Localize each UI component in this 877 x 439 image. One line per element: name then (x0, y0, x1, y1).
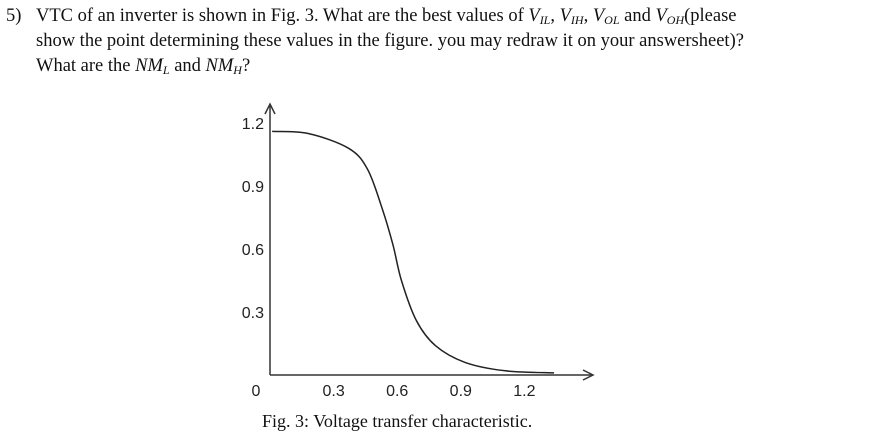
v-ol-sub: OL (604, 13, 620, 27)
question-line1-end: (please (684, 6, 737, 26)
nml-sub: L (162, 63, 170, 77)
line3-start: What are the (36, 56, 136, 76)
nmh-sub: H (233, 63, 242, 77)
question-mark: ? (241, 56, 251, 76)
y-tick-label: 0.9 (242, 179, 264, 196)
question-number: 5) (6, 6, 22, 26)
x-tick-label: 0.6 (386, 383, 408, 400)
nml: NM (135, 56, 163, 76)
v-il-sub: IL (539, 13, 551, 27)
x-tick-label: 0.9 (450, 383, 472, 400)
x-tick-label: 0.3 (322, 383, 344, 400)
v-oh: V (655, 6, 667, 26)
question-line1: VTC of an inverter is shown in Fig. 3. W… (36, 6, 529, 26)
question-text: 5) VTC of an inverter is shown in Fig. 3.… (6, 4, 866, 79)
and-text-2: and (169, 56, 206, 76)
v-ol: V (592, 6, 605, 26)
and-text: and (619, 6, 656, 26)
v-oh-sub: OH (666, 13, 685, 27)
figure-caption: Fig. 3: Voltage transfer characteristic. (262, 411, 533, 431)
axes (264, 102, 595, 381)
y-axis-arrow (264, 102, 276, 115)
x-tick-label: 1.2 (513, 383, 535, 400)
question-line2: show the point determining these values … (36, 31, 744, 51)
nmh: NM (205, 56, 234, 76)
x-axis-arrow (582, 369, 595, 381)
y-tick-label: 1.2 (242, 116, 264, 133)
y-tick-label: 0.3 (242, 305, 264, 322)
x-tick-label: 0 (252, 383, 261, 400)
vtc-curve (272, 130, 555, 374)
y-tick-label: 0.6 (242, 242, 264, 259)
question-line3: What are the NML and NMH? (6, 54, 866, 79)
v-il: V (528, 6, 540, 26)
v-ih: V (559, 6, 571, 26)
v-ih-sub: IH (570, 13, 584, 27)
